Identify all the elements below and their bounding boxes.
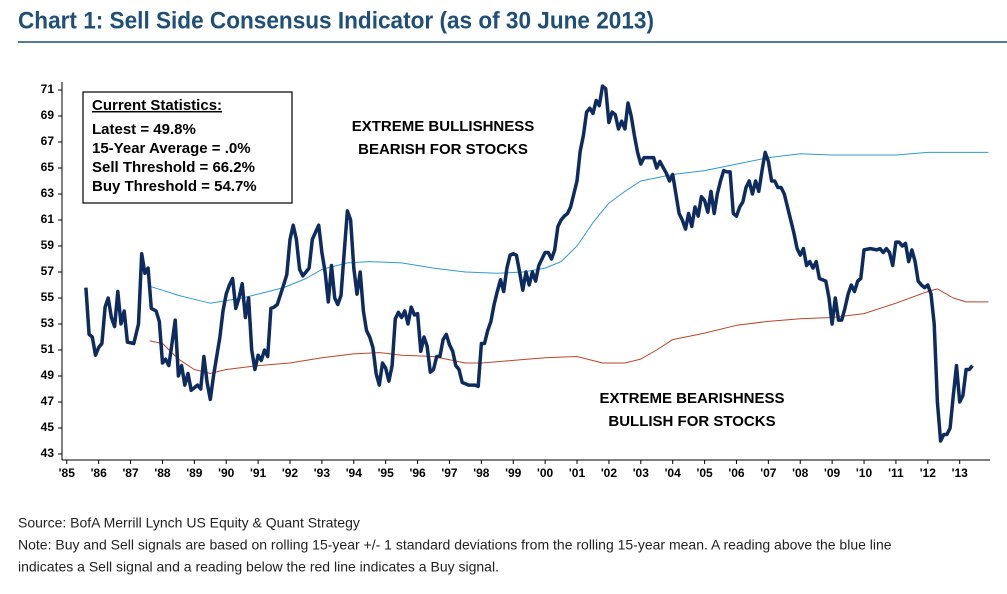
y-tick-label: 55 <box>41 290 55 304</box>
annotation: EXTREME BEARISHNESS <box>599 390 784 407</box>
x-tick-label: '90 <box>218 466 235 480</box>
y-tick-label: 67 <box>41 134 55 148</box>
stat-line: Sell Threshold = 66.2% <box>92 159 255 176</box>
x-tick-label: '88 <box>154 466 171 480</box>
stats-box <box>82 91 293 204</box>
series-line <box>84 84 974 443</box>
y-tick-label: 69 <box>41 108 55 122</box>
x-tick-label: '00 <box>537 466 554 480</box>
x-tick-label: '91 <box>250 466 267 480</box>
x-tick-label: '05 <box>696 466 713 480</box>
x-tick-label: '97 <box>441 466 458 480</box>
note: Note: Buy and Sell signals are based on … <box>18 537 892 553</box>
x-tick-label: '03 <box>633 466 650 480</box>
stat-line: 15-Year Average = .0% <box>92 140 251 157</box>
note: indicates a Sell signal and a reading be… <box>18 559 499 575</box>
x-tick-label: '10 <box>856 466 873 480</box>
y-tick-label: 65 <box>41 160 55 174</box>
y-tick-label: 49 <box>41 368 55 382</box>
y-tick-label: 63 <box>41 186 55 200</box>
x-tick-label: '92 <box>282 466 299 480</box>
x-tick-label: '95 <box>378 466 395 480</box>
x-tick-label: '93 <box>314 466 331 480</box>
x-tick-label: '86 <box>91 466 108 480</box>
series-line <box>149 288 989 374</box>
x-tick-label: '85 <box>59 466 76 480</box>
annotation: EXTREME BULLISHNESS <box>352 118 535 135</box>
x-tick-label: '12 <box>920 466 937 480</box>
x-tick-label: '11 <box>888 466 904 480</box>
plot-area: 43 45 47 49 51 53 55 57 59 61 63 65 67 69 71 '85 '86 '87 '… <box>41 82 990 480</box>
x-tick-label: '07 <box>760 466 777 480</box>
y-tick-label: 59 <box>41 238 55 252</box>
x-tick-label: '87 <box>122 466 139 480</box>
y-tick-label: 61 <box>41 212 55 226</box>
x-tick-label: '98 <box>473 466 490 480</box>
annotation: BEARISH FOR STOCKS <box>358 141 528 158</box>
y-tick-label: 45 <box>41 420 55 434</box>
x-tick-label: '02 <box>601 466 618 480</box>
stat-line: Buy Threshold = 54.7% <box>92 178 257 195</box>
x-tick-label: '89 <box>186 466 203 480</box>
y-tick-label: 43 <box>41 446 55 460</box>
y-tick-label: 57 <box>41 264 55 278</box>
x-tick-label: '09 <box>824 466 841 480</box>
x-tick-label: '96 <box>409 466 426 480</box>
x-tick-label: '01 <box>569 466 586 480</box>
x-tick-label: '94 <box>346 466 363 480</box>
y-tick-label: 71 <box>41 82 55 96</box>
stat-line: Latest = 49.8% <box>92 121 196 138</box>
y-tick-label: 51 <box>41 342 55 356</box>
y-tick-label: 47 <box>41 394 55 408</box>
x-tick-label: '99 <box>505 466 522 480</box>
x-tick-label: '13 <box>952 466 969 480</box>
stats-title: Current Statistics: <box>92 97 222 114</box>
x-tick-label: '08 <box>792 466 809 480</box>
source: Source: BofA Merrill Lynch US Equity & Q… <box>18 515 360 531</box>
x-tick-label: '04 <box>665 466 682 480</box>
chart-title: Chart 1: Sell Side Consensus Indicator (… <box>18 7 654 34</box>
x-tick-label: '06 <box>728 466 745 480</box>
y-tick-label: 53 <box>41 316 55 330</box>
annotation: BULLISH FOR STOCKS <box>608 413 775 430</box>
